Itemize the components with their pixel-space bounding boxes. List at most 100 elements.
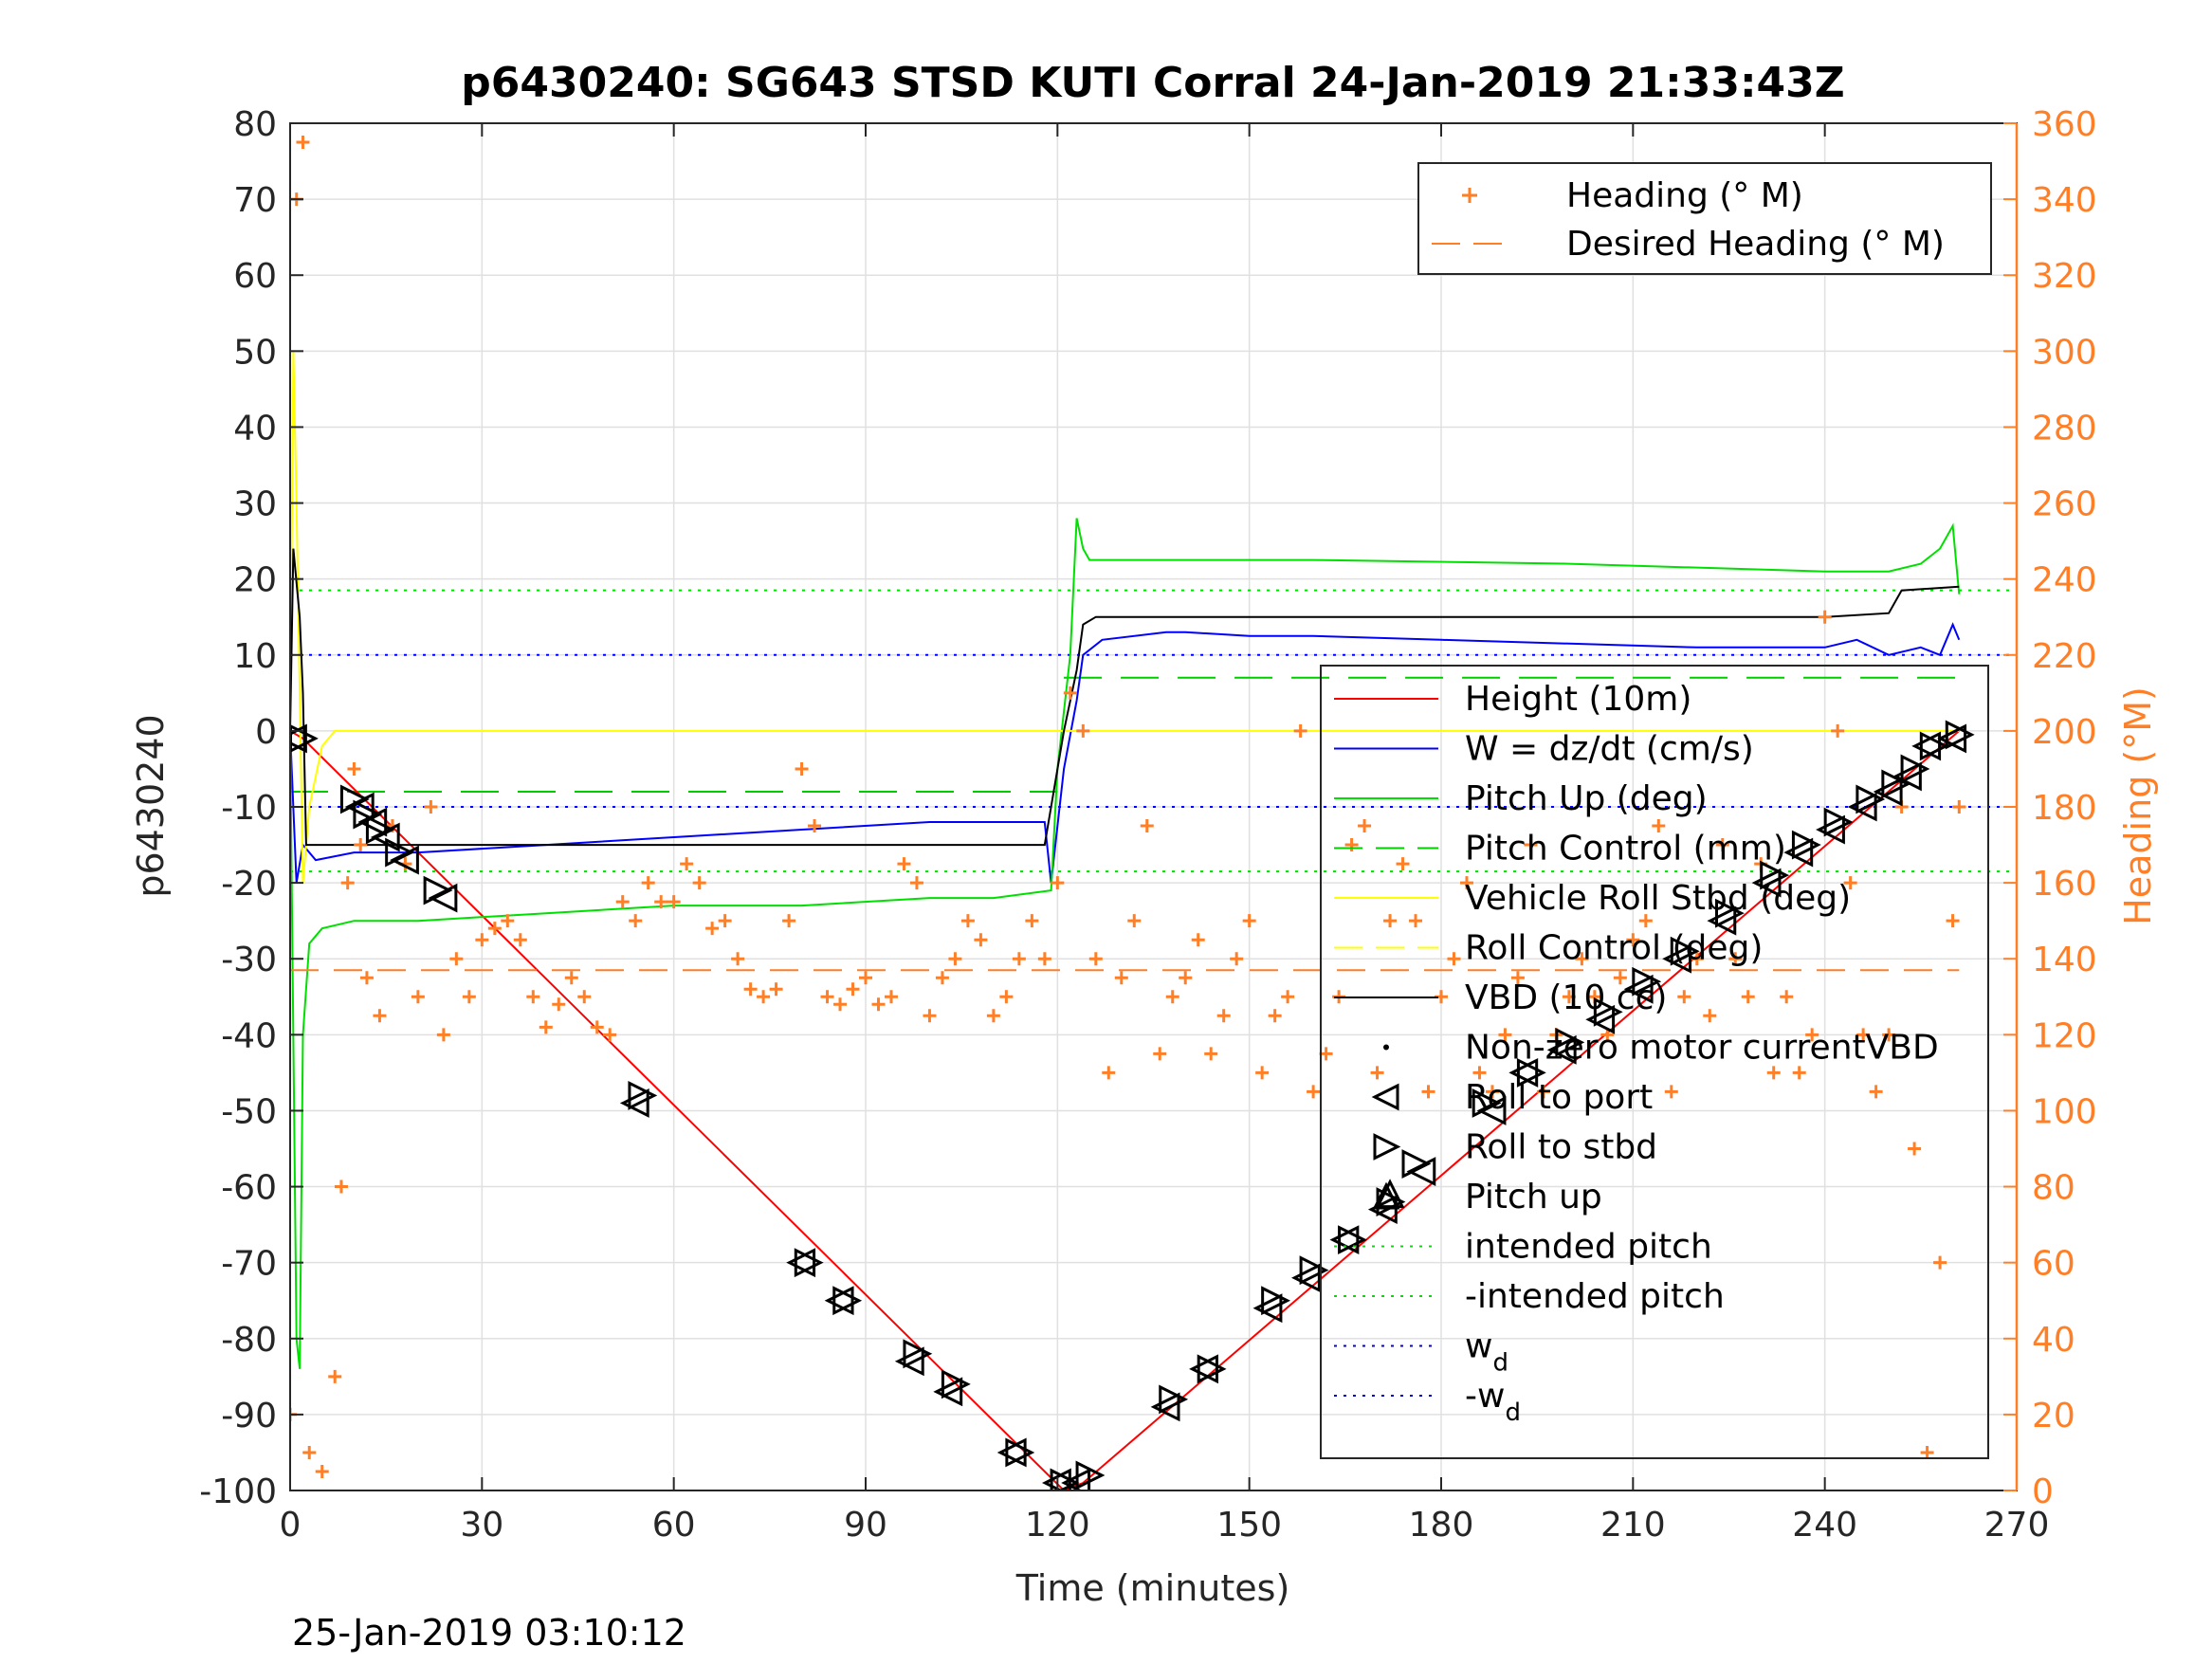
heading-marker: [692, 876, 706, 890]
heading-marker: [1191, 933, 1205, 947]
heading-marker: [513, 933, 527, 947]
heading-marker: [757, 990, 771, 1004]
heading-marker: [1396, 857, 1410, 871]
roll-to-port-marker: [1662, 943, 1692, 974]
heading-marker: [680, 857, 694, 871]
roll-to-port-marker: [1150, 1392, 1180, 1422]
roll-to-stbd-marker: [1715, 898, 1745, 928]
heading-marker: [909, 876, 923, 890]
heading-marker: [1510, 971, 1525, 985]
x-tick-label: 150: [1216, 1506, 1282, 1545]
y-tick-label-left: 70: [233, 181, 277, 220]
heading-marker: [1524, 838, 1538, 852]
y-tick-label-left: 10: [233, 637, 277, 676]
y-axis-label-left: p6430240: [130, 714, 172, 897]
legend-swatch: [1372, 1181, 1400, 1210]
roll-to-stbd-marker: [941, 1369, 971, 1399]
roll-to-port-marker: [1585, 1004, 1616, 1034]
heading-marker: [603, 1028, 617, 1042]
heading-marker: [641, 876, 655, 890]
heading-marker: [629, 914, 643, 928]
heading-marker: [935, 971, 949, 985]
roll-to-stbd-marker: [1299, 1255, 1329, 1286]
heading-marker: [1536, 1085, 1550, 1099]
heading-marker: [654, 895, 668, 909]
y-tick-label-left: 60: [233, 257, 277, 296]
legend-label: Non-zero motor currentVBD: [1465, 1029, 1939, 1068]
heading-marker: [1370, 1066, 1384, 1080]
heading-marker: [302, 1445, 317, 1459]
legend-label: Pitch up: [1465, 1178, 1602, 1216]
y-tick-label-right: 200: [2032, 713, 2097, 752]
heading-marker: [871, 997, 886, 1012]
series-line: [290, 730, 1960, 1490]
heading-marker: [846, 982, 860, 997]
roll-to-stbd-marker: [1555, 1027, 1585, 1057]
roll-to-port-marker: [1847, 792, 1877, 822]
x-tick-label: 240: [1792, 1506, 1857, 1545]
heading-marker: [782, 914, 796, 928]
heading-marker: [1946, 914, 1960, 928]
heading-marker: [1012, 952, 1026, 966]
y-tick-label-right: 300: [2032, 333, 2097, 372]
heading-marker: [859, 971, 872, 985]
y-tick-label-left: -50: [221, 1092, 277, 1131]
y-tick-label-left: -20: [221, 865, 277, 904]
heading-marker: [1076, 723, 1090, 738]
y-tick-label-left: -40: [221, 1016, 277, 1055]
roll-to-stbd-marker: [1823, 807, 1854, 837]
heading-marker: [731, 952, 745, 966]
heading-marker: [1652, 819, 1666, 833]
heading-marker: [948, 952, 962, 966]
heading-marker: [1179, 971, 1193, 985]
y-tick-label-right: 100: [2032, 1092, 2097, 1131]
heading-marker: [1498, 1028, 1512, 1042]
roll-to-port-marker: [1892, 761, 1922, 792]
roll-to-port-marker: [1508, 1057, 1539, 1088]
x-axis-label: Time (minutes): [1015, 1567, 1290, 1609]
heading-marker: [1383, 914, 1398, 928]
heading-marker: [296, 136, 310, 150]
y-tick-label-right: 340: [2032, 181, 2097, 220]
heading-marker: [1715, 838, 1729, 852]
legend-label: Desired Heading (° M): [1566, 225, 1945, 264]
footer-timestamp: 25-Jan-2019 03:10:12: [292, 1612, 686, 1654]
legend-swatch: [1462, 188, 1477, 203]
roll-to-stbd-marker: [1900, 754, 1930, 784]
heading-marker: [1063, 686, 1077, 700]
chart-title: p6430240: SG643 STSD KUTI Corral 24-Jan-…: [461, 59, 1844, 107]
x-tick-label: 30: [460, 1506, 503, 1545]
roll-to-stbd-marker: [903, 1339, 933, 1369]
heading-marker: [1281, 990, 1295, 1004]
heading-marker: [1051, 876, 1065, 890]
roll-to-port-marker: [290, 723, 307, 754]
heading-marker: [411, 990, 425, 1004]
heading-marker: [564, 971, 578, 985]
legend-label: Roll to stbd: [1465, 1128, 1657, 1167]
y-tick-label-right: 20: [2032, 1397, 2075, 1435]
legend-swatch: [1371, 1083, 1399, 1111]
roll-to-port-marker: [996, 1437, 1027, 1468]
heading-marker: [884, 990, 898, 1004]
series-line: [290, 548, 1960, 847]
y-tick-label-right: 260: [2032, 485, 2097, 524]
heading-marker: [705, 922, 720, 936]
legend-label: -intended pitch: [1465, 1277, 1725, 1316]
roll-to-stbd-marker: [1919, 731, 1949, 761]
data-layer: [290, 136, 2017, 1490]
heading-marker: [1792, 1066, 1806, 1080]
y-tick-label-left: 40: [233, 409, 277, 448]
roll-to-stbd-marker: [365, 814, 395, 845]
roll-to-stbd-marker: [1945, 720, 1975, 750]
roll-to-stbd-marker: [832, 1286, 863, 1316]
heading-marker: [986, 1009, 1000, 1023]
heading-marker: [1638, 914, 1653, 928]
roll-to-stbd-marker: [1791, 830, 1821, 860]
heading-marker: [354, 838, 368, 852]
heading-marker: [359, 971, 374, 985]
heading-marker: [552, 997, 566, 1012]
heading-marker: [1447, 952, 1461, 966]
y-tick-label-left: 0: [255, 713, 277, 752]
